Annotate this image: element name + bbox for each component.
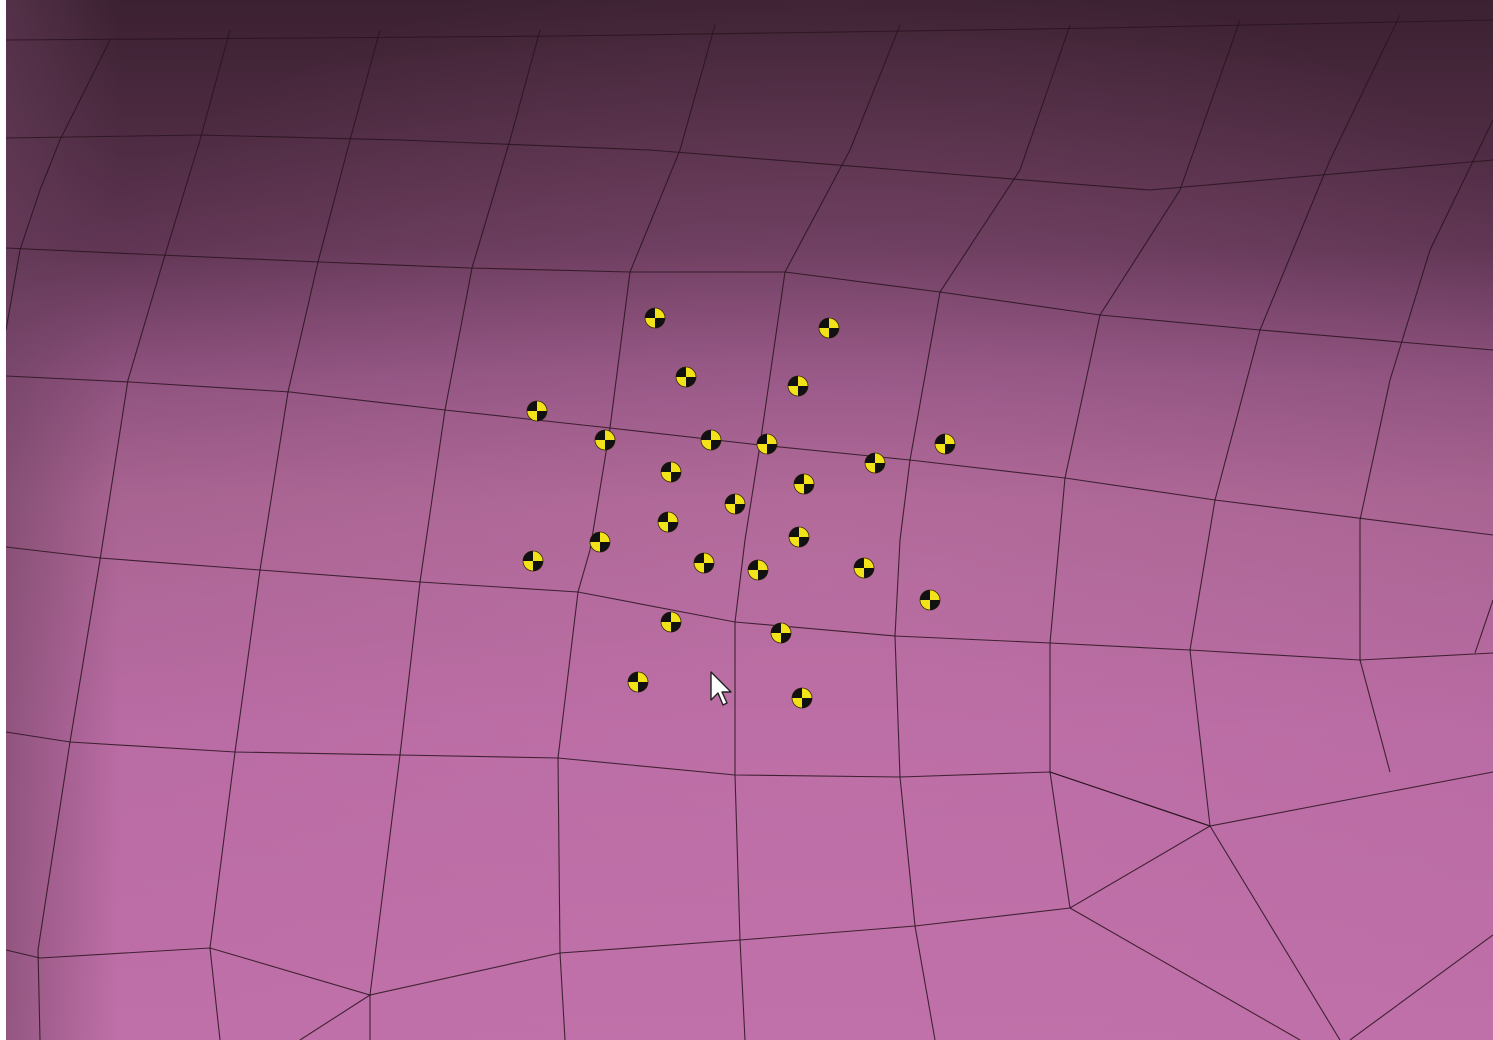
mesh-edge-vertical: [369, 29, 541, 1040]
center-of-gravity-marker-icon[interactable]: [627, 671, 649, 693]
center-of-gravity-marker-icon[interactable]: [747, 559, 769, 581]
center-of-gravity-marker-icon[interactable]: [919, 589, 941, 611]
mesh-edge-horizontal: [5, 247, 1493, 351]
center-of-gravity-marker-icon[interactable]: [660, 461, 682, 483]
center-of-gravity-marker-icon[interactable]: [522, 550, 544, 572]
center-of-gravity-marker-icon[interactable]: [700, 429, 722, 451]
center-of-gravity-marker-icon[interactable]: [853, 557, 875, 579]
center-of-gravity-marker-icon[interactable]: [788, 526, 810, 548]
mesh-edge-horizontal: [5, 134, 1493, 191]
center-of-gravity-marker-icon[interactable]: [756, 433, 778, 455]
center-of-gravity-marker-icon[interactable]: [644, 307, 666, 329]
center-of-gravity-marker-icon[interactable]: [864, 452, 886, 474]
center-of-gravity-marker-icon[interactable]: [693, 552, 715, 574]
center-of-gravity-marker-icon[interactable]: [589, 531, 611, 553]
mesh-edge-vertical: [1474, 599, 1493, 654]
center-of-gravity-marker-icon[interactable]: [660, 611, 682, 633]
mesh-edge-horizontal: [1209, 825, 1341, 1040]
viewport-left-border: [0, 0, 6, 1040]
mesh-edge-vertical: [1049, 19, 1241, 909]
center-of-gravity-marker-icon[interactable]: [787, 375, 809, 397]
center-of-gravity-marker-icon[interactable]: [791, 687, 813, 709]
mesh-edge-horizontal: [299, 994, 371, 1040]
mesh-edge-horizontal: [1069, 907, 1301, 1040]
center-of-gravity-marker-icon[interactable]: [934, 433, 956, 455]
center-of-gravity-marker-icon[interactable]: [724, 493, 746, 515]
mesh-edge-horizontal: [5, 19, 1493, 41]
mesh-edge-horizontal: [1349, 934, 1493, 1040]
mesh-element-edges: [5, 14, 1493, 1040]
mesh-edge-vertical: [557, 24, 716, 1040]
center-of-gravity-marker-icon[interactable]: [770, 622, 792, 644]
arrow-cursor-icon: [710, 671, 732, 706]
center-of-gravity-marker-icon[interactable]: [526, 400, 548, 422]
mesh-edge-vertical: [5, 189, 41, 331]
center-of-gravity-marker-icon[interactable]: [793, 473, 815, 495]
cog-markers: [522, 307, 956, 709]
mesh-edge-vertical: [209, 29, 381, 1040]
mesh-edge-horizontal: [5, 375, 1493, 536]
mesh-edge-vertical: [1359, 119, 1493, 773]
mesh-edge-vertical: [39, 39, 111, 191]
center-of-gravity-marker-icon[interactable]: [657, 511, 679, 533]
center-of-gravity-marker-icon[interactable]: [594, 429, 616, 451]
center-of-gravity-marker-icon[interactable]: [818, 317, 840, 339]
center-of-gravity-marker-icon[interactable]: [675, 366, 697, 388]
mesh-edge-vertical: [37, 29, 231, 1040]
mesh-edge-horizontal: [1049, 771, 1211, 827]
mesh-edge-vertical: [1189, 14, 1401, 827]
mesh-edge-vertical: [734, 24, 901, 1040]
mesh-edge-vertical: [894, 24, 1071, 1040]
